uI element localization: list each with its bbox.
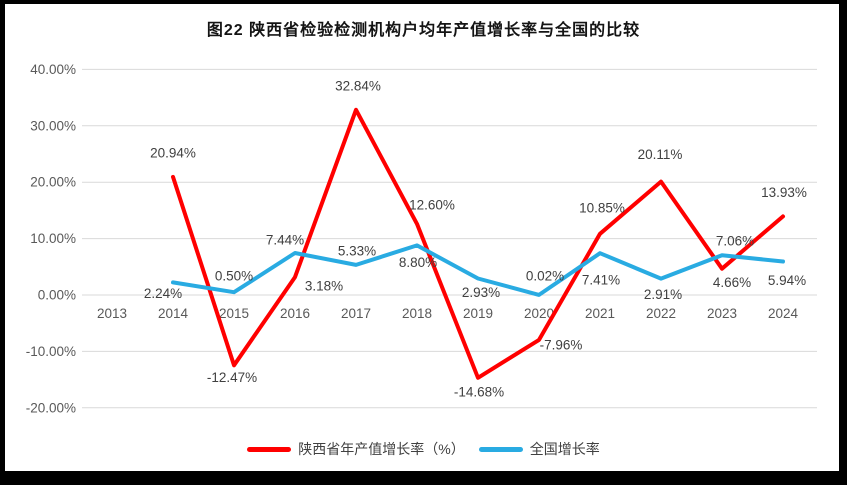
data-label: 13.93% — [761, 185, 807, 200]
legend-swatch-red-line-icon — [247, 446, 292, 452]
data-label: 20.11% — [638, 147, 683, 162]
x-tick-label: 2020 — [524, 306, 554, 321]
y-tick-label: 10.00% — [30, 231, 76, 246]
chart-title: 图22 陕西省检验检测机构户均年产值增长率与全国的比较 — [206, 22, 641, 39]
y-tick-label: 0.00% — [38, 288, 76, 303]
data-label: 4.66% — [713, 275, 751, 290]
x-tick-label: 2021 — [585, 306, 615, 321]
y-tick-label: -10.00% — [26, 344, 76, 359]
data-label: 0.02% — [526, 268, 564, 283]
legend-item-shaanxi: 陕西省年产值增长率（%） — [247, 439, 465, 459]
series-line-0 — [171, 107, 785, 380]
legend-swatch-blue-line-icon — [478, 446, 523, 452]
x-tick-label: 2018 — [402, 306, 432, 321]
x-tick-label: 2017 — [341, 306, 371, 321]
legend-item-national: 全国增长率 — [478, 439, 600, 459]
data-label: 7.41% — [582, 273, 620, 288]
data-label: 0.50% — [215, 269, 253, 284]
data-label: 2.93% — [462, 285, 500, 300]
series-line-1 — [171, 243, 785, 297]
data-label: 32.84% — [335, 78, 381, 93]
x-tick-label: 2022 — [646, 306, 676, 321]
y-tick-label: 20.00% — [30, 175, 76, 190]
chart-legend: 陕西省年产值增长率（%） 全国增长率 — [0, 439, 847, 459]
x-tick-label: 2015 — [219, 306, 249, 321]
data-label: 10.85% — [579, 200, 625, 215]
data-label: 2.24% — [144, 286, 182, 301]
data-label: 7.06% — [716, 234, 754, 249]
x-tick-label: 2014 — [158, 306, 189, 321]
data-label: 2.91% — [644, 287, 682, 302]
y-tick-label: 30.00% — [30, 118, 76, 133]
data-label: 5.94% — [768, 273, 806, 288]
data-label: 8.80% — [399, 255, 437, 270]
x-tick-label: 2024 — [768, 306, 799, 321]
y-tick-label: 40.00% — [30, 62, 76, 77]
data-label: 5.33% — [338, 243, 376, 258]
y-tick-label: -20.00% — [26, 400, 76, 415]
x-tick-label: 2016 — [280, 306, 310, 321]
data-label: 20.94% — [150, 145, 196, 160]
x-tick-label: 2023 — [707, 306, 737, 321]
legend-label-shaanxi: 陕西省年产值增长率（%） — [298, 441, 465, 457]
data-label: -14.68% — [454, 384, 504, 399]
data-label: 12.60% — [409, 197, 455, 212]
legend-label-national: 全国增长率 — [529, 441, 600, 457]
x-tick-label: 2013 — [97, 306, 127, 321]
data-label: -12.47% — [207, 370, 257, 385]
x-tick-label: 2019 — [463, 306, 493, 321]
data-label: -7.96% — [540, 337, 583, 352]
data-label: 3.18% — [305, 279, 343, 294]
data-label: 7.44% — [266, 233, 304, 248]
